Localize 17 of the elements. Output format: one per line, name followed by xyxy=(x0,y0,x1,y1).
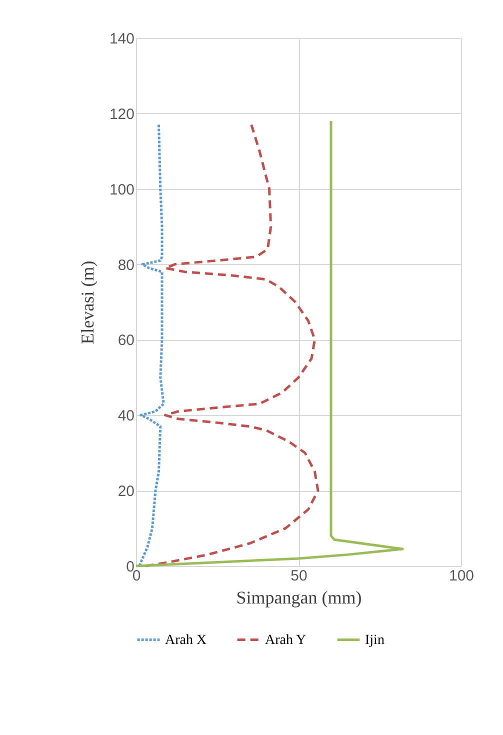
y-axis-title: Elevasi (m) xyxy=(77,260,98,344)
line-series xyxy=(138,123,165,568)
legend-label: Ijin xyxy=(365,632,384,648)
y-tick-label: 140 xyxy=(109,30,134,48)
y-tick-label: 40 xyxy=(118,408,134,425)
y-tick-label: 20 xyxy=(118,483,134,500)
legend-label: Arah X xyxy=(165,632,207,648)
legend-label: Arah Y xyxy=(265,632,306,648)
y-tick-label: 80 xyxy=(118,256,134,274)
x-axis-title: Simpangan (mm) xyxy=(236,588,362,608)
y-tick-label: 60 xyxy=(118,332,134,350)
line-series xyxy=(134,120,404,568)
y-tick-label: 100 xyxy=(109,181,134,198)
x-tick-label: 100 xyxy=(448,568,474,584)
y-tick-label: 120 xyxy=(109,106,134,123)
line-series xyxy=(144,123,320,568)
x-tick-label: 50 xyxy=(290,568,308,584)
